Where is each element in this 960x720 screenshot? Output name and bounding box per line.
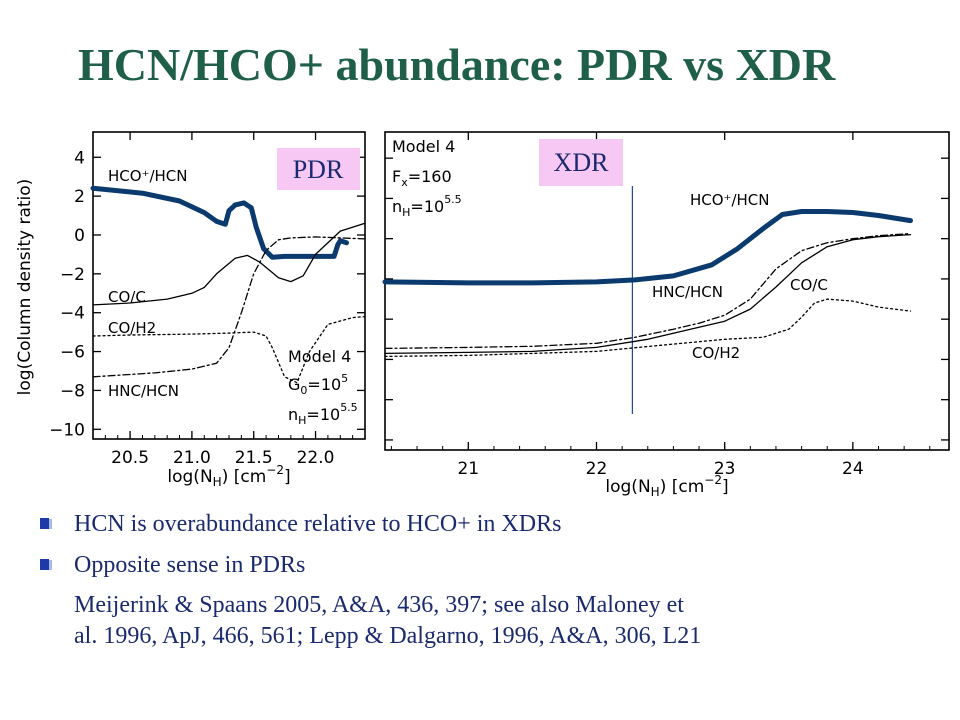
pdr-series-line-dashdot — [92, 236, 366, 378]
pdr-y-tick-label: −4 — [60, 304, 85, 324]
pdr-axis-ticks: 20.5 21.0 21.5 22.0 4 2 0 −2 −4 −6 −8 −10 — [49, 132, 365, 468]
xdr-series-label: HCO⁺/HCN — [690, 191, 770, 209]
pdr-series-line-dotted — [92, 315, 366, 384]
bullet-item: Opposite sense in PDRs — [40, 549, 940, 581]
xdr-series-line-solid — [384, 233, 912, 355]
pdr-y-axis-label: log(Column density ratio) — [15, 179, 35, 396]
pdr-y-tick-label: −2 — [60, 265, 85, 285]
reference-line: al. 1996, ApJ, 466, 561; Lepp & Dalgarno… — [74, 623, 702, 649]
pdr-badge-label: PDR — [293, 155, 344, 184]
pdr-series-line-thick — [90, 185, 349, 260]
pdr-y-tick-label: 4 — [74, 148, 85, 168]
bullet-list: HCN is overabundance relative to HCO+ in… — [40, 508, 940, 652]
xdr-series-label: CO/H2 — [692, 344, 740, 362]
pdr-y-tick-label: 2 — [74, 187, 85, 207]
pdr-y-tick-label: −10 — [49, 420, 85, 440]
pdr-model-nh: nH=105.5 — [288, 401, 358, 427]
pdr-x-tick-label: 21.0 — [173, 448, 211, 468]
xdr-x-axis-label: log(NH) [cm−2] — [605, 473, 728, 499]
xdr-series-line-thick — [382, 209, 913, 286]
xdr-axis-ticks: 21 22 23 24 — [385, 132, 949, 479]
bullet-text: HCN is overabundance relative to HCO+ in… — [74, 511, 562, 537]
xdr-model-fx: Fx=160 — [392, 167, 452, 189]
pdr-series-label: CO/H2 — [108, 319, 156, 337]
pdr-model-annotation: Model 4 G0=105 nH=105.5 — [288, 347, 358, 427]
pdr-y-tick-label: −6 — [60, 343, 85, 363]
xdr-series-group — [382, 209, 913, 358]
xdr-series-line-dotted — [384, 298, 912, 358]
pdr-x-tick-label: 20.5 — [111, 448, 149, 468]
xdr-curve-labels: HCO⁺/HCN CO/C CO/H2 HNC/HCN — [652, 191, 828, 362]
bullet-item: HCN is overabundance relative to HCO+ in… — [40, 508, 940, 540]
pdr-x-axis-label: log(NH) [cm−2] — [167, 463, 290, 489]
slide-title: HCN/HCO+ abundance: PDR vs XDR — [78, 39, 836, 90]
pdr-y-tick-label: −8 — [60, 381, 85, 401]
bullet-square-icon — [40, 559, 52, 571]
xdr-series-label: HNC/HCN — [652, 283, 723, 301]
xdr-x-tick-label: 21 — [457, 459, 479, 479]
xdr-model-annotation: Model 4 Fx=160 nH=105.5 — [392, 137, 462, 219]
reference-line: Meijerink & Spaans 2005, A&A, 436, 397; … — [74, 592, 684, 618]
xdr-series-label: CO/C — [790, 276, 828, 294]
pdr-series-label: HNC/HCN — [108, 382, 179, 400]
xdr-x-tick-label: 24 — [842, 459, 864, 479]
pdr-model-g0: G0=105 — [288, 372, 348, 397]
pdr-y-tick-label: 0 — [74, 226, 85, 246]
reference-text: Meijerink & Spaans 2005, A&A, 436, 397; … — [40, 590, 940, 652]
xdr-model-name: Model 4 — [392, 137, 455, 156]
pdr-series-label: HCO⁺/HCN — [108, 167, 188, 185]
xdr-x-tick-label: 23 — [714, 459, 736, 479]
pdr-curve-labels: HCO⁺/HCN CO/C CO/H2 HNC/HCN — [108, 167, 188, 400]
xdr-series-line-dashdot — [384, 232, 912, 350]
xdr-x-tick-label: 22 — [586, 459, 608, 479]
bullet-text: Opposite sense in PDRs — [74, 552, 306, 578]
pdr-chart-panel: 20.5 21.0 21.5 22.0 4 2 0 −2 −4 −6 −8 −10 HCO⁺/HCN C… — [15, 131, 366, 489]
pdr-badge — [277, 148, 360, 190]
pdr-series-line-solid — [92, 222, 366, 306]
xdr-badge — [539, 139, 623, 186]
xdr-model-nh: nH=105.5 — [392, 193, 462, 219]
bullet-square-icon — [40, 518, 52, 530]
xdr-chart-panel: 21 22 23 24 HCO⁺/HCN CO/C CO/H2 HNC/HCN log(NH… — [382, 131, 950, 499]
xdr-plot-frame — [384, 131, 950, 451]
pdr-x-tick-label: 21.5 — [235, 448, 273, 468]
xdr-badge-label: XDR — [554, 148, 610, 177]
pdr-series-group — [90, 185, 366, 384]
pdr-model-name: Model 4 — [288, 347, 351, 366]
pdr-x-tick-label: 22.0 — [297, 448, 335, 468]
pdr-series-label: CO/C — [108, 288, 146, 306]
